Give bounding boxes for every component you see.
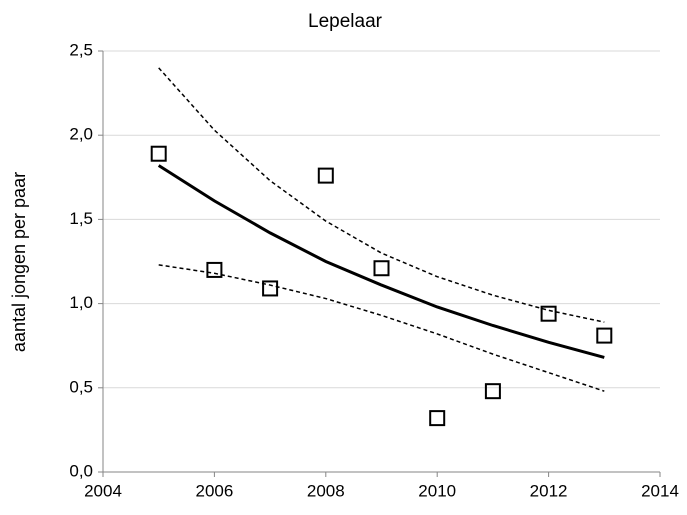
y-tick-label: 1,0	[69, 293, 93, 312]
x-tick-label: 2012	[530, 481, 568, 500]
marker	[540, 305, 557, 322]
confidence-line	[158, 67, 605, 323]
x-tick-label: 2014	[641, 481, 679, 500]
x-tick-label: 2008	[307, 481, 345, 500]
trend-line	[157, 164, 605, 359]
y-tick-label: 0,0	[69, 461, 93, 480]
marker	[317, 167, 334, 184]
y-tick-label: 2,0	[69, 125, 93, 144]
x-tick-label: 2004	[84, 481, 122, 500]
marker	[373, 260, 390, 277]
marker	[206, 261, 223, 278]
chart-title: Lepelaar	[308, 11, 383, 32]
x-tick-label: 2006	[195, 481, 233, 500]
y-tick-label: 1,5	[69, 209, 93, 228]
y-axis-label: aantal jongen per paar	[9, 172, 29, 352]
marker	[429, 410, 446, 427]
x-tick-label: 2010	[418, 481, 456, 500]
marker	[150, 145, 167, 162]
y-tick-label: 0,5	[69, 377, 93, 396]
marker	[484, 383, 501, 400]
y-tick-label: 2,5	[69, 40, 93, 59]
marker	[596, 327, 613, 344]
confidence-line	[158, 264, 605, 392]
marker	[262, 280, 279, 297]
